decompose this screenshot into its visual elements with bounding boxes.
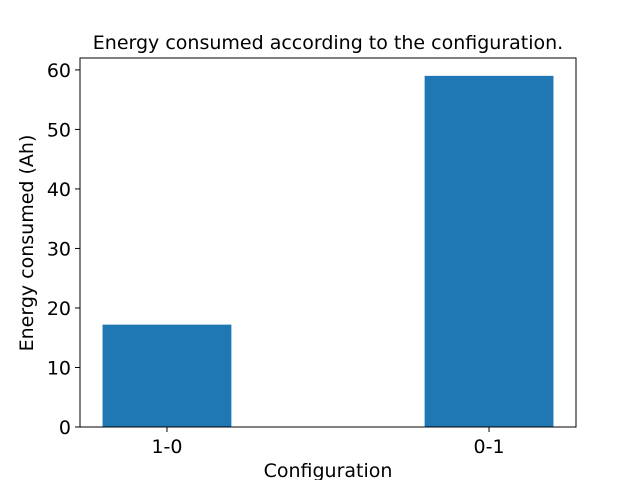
y-tick-label-30: 30	[47, 238, 71, 260]
x-axis: 1-0 0-1	[151, 427, 505, 458]
y-tick-label-20: 20	[47, 298, 71, 320]
y-tick-label-50: 50	[47, 119, 71, 141]
plot-area	[79, 57, 577, 428]
chart-title: Energy consumed according to the configu…	[93, 32, 563, 54]
plot-frame	[79, 57, 577, 428]
y-tick-label-10: 10	[47, 357, 71, 379]
y-tick-label-40: 40	[47, 179, 71, 201]
x-tick-label-0-1: 0-1	[474, 436, 505, 458]
bar-1-0	[102, 324, 232, 427]
x-axis-label: Configuration	[264, 460, 393, 480]
y-axis: 0 10 20 30 40 50 60	[47, 60, 80, 439]
y-tick-label-60: 60	[47, 60, 71, 82]
y-axis-label: Energy consumed (Ah)	[16, 135, 38, 352]
y-tick-label-0: 0	[59, 417, 71, 439]
bar-0-1	[424, 75, 554, 428]
bars	[102, 75, 554, 428]
x-tick-label-1-0: 1-0	[151, 436, 182, 458]
